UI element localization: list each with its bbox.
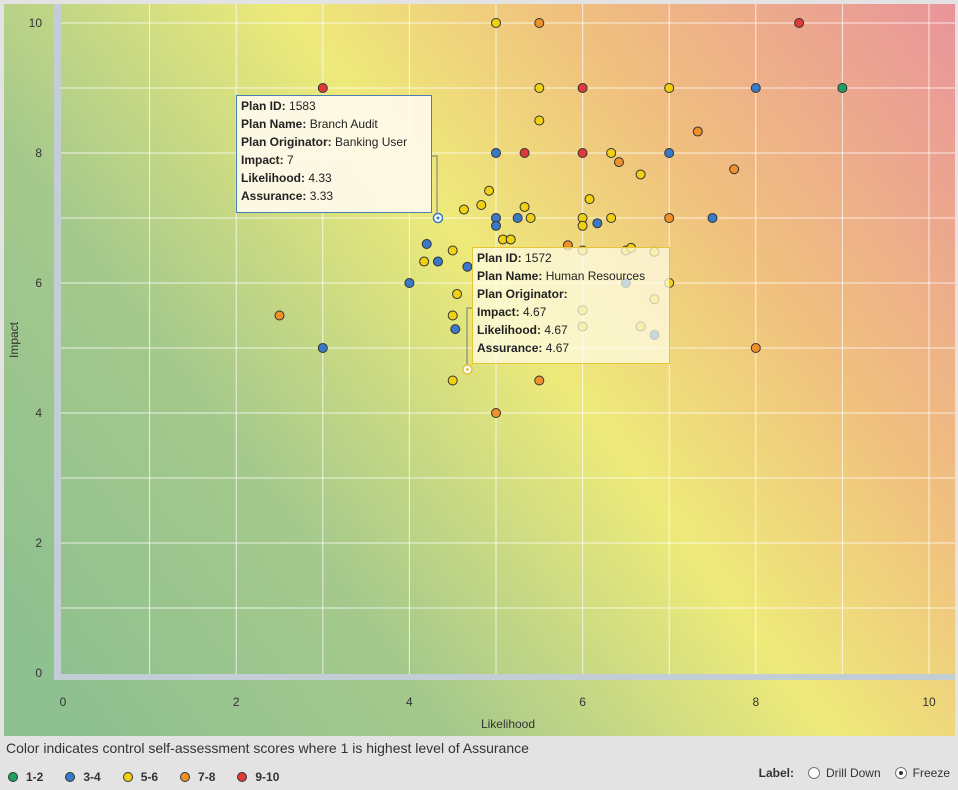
radio-label: Drill Down [825,766,881,780]
data-point[interactable] [794,18,805,28]
y-tick-label: 0 [35,666,42,680]
y-tick-label: 6 [35,276,42,290]
data-point[interactable] [274,310,285,321]
data-point[interactable] [592,218,603,229]
chart-caption: Color indicates control self-assessment … [6,740,529,756]
data-point[interactable] [534,83,545,93]
data-point[interactable] [491,220,501,231]
data-point[interactable] [476,200,487,210]
tooltip-plan-1572: Plan ID: 1572 Plan Name: Human Resources… [472,247,670,364]
data-point[interactable] [613,157,624,168]
data-point[interactable] [750,83,761,93]
data-point[interactable] [707,213,718,223]
legend-item-3-4[interactable]: 3-4 [65,770,101,784]
legend-item-1-2[interactable]: 1-2 [8,770,43,784]
legend-dot-icon [237,772,248,782]
x-tick-label: 2 [233,695,240,709]
legend-dot-icon [65,772,76,782]
data-point[interactable] [584,194,595,205]
highlighted-point-center [465,367,469,371]
data-point[interactable] [491,18,501,28]
data-point[interactable] [635,169,646,180]
data-point[interactable] [419,256,430,267]
data-point[interactable] [664,148,675,158]
data-point[interactable] [484,185,495,196]
legend-dot-icon [180,772,191,782]
radio-freeze[interactable]: Freeze [894,766,950,780]
label-mode-title: Label: [758,766,794,780]
scatter-chart: 0 2 4 6 8 10 0 2 4 6 8 10 Likelihood Impact [4,4,955,736]
legend-dot-icon [8,772,18,782]
data-point[interactable] [577,148,588,158]
y-tick-label: 4 [35,406,42,420]
y-tick-label: 2 [35,536,42,550]
data-point[interactable] [577,83,588,93]
data-point[interactable] [491,148,501,158]
data-point[interactable] [505,234,516,245]
x-tick-label: 6 [579,695,586,709]
tooltip-leader-line [466,307,472,365]
legend-item-5-6[interactable]: 5-6 [122,770,159,784]
data-point[interactable] [447,375,458,386]
data-point[interactable] [421,239,432,249]
x-axis-title: Likelihood [481,717,535,731]
data-point[interactable] [729,164,740,175]
y-tick-label: 8 [35,146,42,160]
data-point[interactable] [534,18,545,28]
data-point[interactable] [525,213,536,223]
plot-area [4,4,955,736]
legend-item-7-8[interactable]: 7-8 [180,770,215,784]
data-point[interactable] [458,204,469,215]
data-point[interactable] [447,245,458,256]
data-point[interactable] [512,213,523,223]
label-mode-control: Label: Drill Down Freeze [759,766,950,780]
data-point[interactable] [606,213,617,223]
data-point[interactable] [606,148,617,158]
data-point[interactable] [432,256,443,267]
legend-label: 1-2 [26,770,44,784]
x-tick-label: 10 [922,695,936,709]
legend-label: 3-4 [83,770,101,784]
radio-unchecked-icon[interactable] [807,767,820,779]
x-tick-label: 8 [752,695,759,709]
tooltip-leader-line [432,155,438,213]
data-point[interactable] [577,220,588,231]
data-point[interactable] [491,408,501,418]
legend: 1-2 3-4 5-6 7-8 9-10 [8,770,301,784]
data-point[interactable] [837,83,848,93]
legend-label: 5-6 [140,770,159,784]
legend-label: 9-10 [255,770,280,784]
highlighted-point-center [436,216,440,220]
radio-checked-icon[interactable] [894,767,907,779]
y-axis-bar [54,4,61,680]
data-point[interactable] [534,375,545,386]
x-tick-label: 4 [406,695,413,709]
x-axis-bar [56,674,955,680]
legend-item-9-10[interactable]: 9-10 [237,770,279,784]
data-point[interactable] [317,343,328,353]
data-point[interactable] [664,213,675,223]
tooltip-plan-1583: Plan ID: 1583 Plan Name: Branch Audit Pl… [236,95,432,213]
data-point[interactable] [664,83,675,93]
data-point[interactable] [534,115,545,126]
data-point[interactable] [450,324,461,335]
data-point[interactable] [447,310,458,321]
data-point[interactable] [519,148,530,158]
radio-label: Freeze [912,766,950,780]
x-tick-label: 0 [60,695,67,709]
data-point[interactable] [452,289,463,300]
data-point[interactable] [462,261,473,272]
data-point[interactable] [750,343,761,353]
data-point[interactable] [317,83,328,93]
legend-dot-icon [122,772,133,782]
y-axis-title: Impact [7,321,21,358]
data-point[interactable] [404,278,415,288]
data-point[interactable] [519,201,530,212]
data-point[interactable] [692,126,703,137]
radio-drill-down[interactable]: Drill Down [807,766,881,780]
legend-label: 7-8 [198,770,216,784]
y-tick-label: 10 [29,16,43,30]
